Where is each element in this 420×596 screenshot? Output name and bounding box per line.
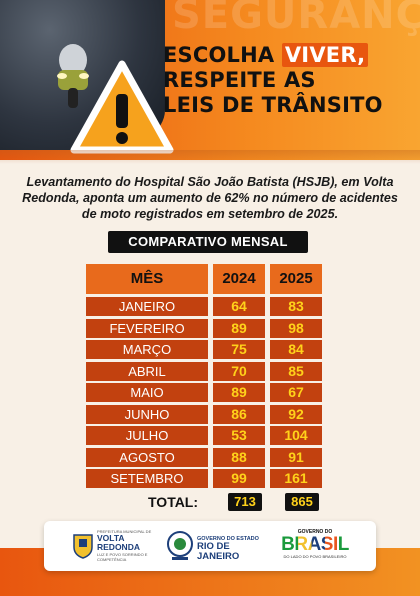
- table-row: MAIO 89 67: [86, 383, 332, 402]
- month-cell: MARÇO: [86, 340, 208, 359]
- value-2024-cell: 53: [213, 426, 265, 445]
- title-line2: RESPEITE AS: [163, 68, 316, 92]
- logo3-sub: DO LADO DO POVO BRASILEIRO: [283, 554, 347, 559]
- month-cell: FEVEREIRO: [86, 318, 208, 338]
- brasil-wordmark: BRASIL: [281, 534, 349, 555]
- footer-logos: PREFEITURA MUNICIPAL DE VOLTA REDONDA LU…: [44, 521, 376, 571]
- value-2024-cell: 86: [213, 404, 265, 424]
- title-line3: LEIS DE TRÂNSITO: [163, 93, 383, 117]
- total-2024: 713: [228, 493, 262, 511]
- logo2-name: RIO DE JANEIRO: [197, 541, 240, 562]
- volta-redonda-logo: PREFEITURA MUNICIPAL DE VOLTA REDONDA LU…: [72, 529, 156, 563]
- value-2025-cell: 104: [270, 426, 322, 445]
- table-row: AGOSTO 88 91: [86, 447, 332, 467]
- section-badge: COMPARATIVO MENSAL: [108, 231, 308, 253]
- logo1-name-a: VOLTA: [97, 533, 125, 543]
- table-body: JANEIRO 64 83 FEVEREIRO 89 98 MARÇO 75 8…: [86, 297, 332, 491]
- logo1-name-b: REDONDA: [97, 542, 140, 552]
- value-2024-cell: 64: [213, 297, 265, 316]
- table-row: JANEIRO 64 83: [86, 297, 332, 316]
- month-cell: JUNHO: [86, 404, 208, 424]
- month-cell: MAIO: [86, 383, 208, 402]
- value-2025-cell: 85: [270, 361, 322, 381]
- totals-row: TOTAL: 713 865: [86, 492, 332, 512]
- month-cell: JULHO: [86, 426, 208, 445]
- title-highlight: VIVER,: [281, 43, 369, 67]
- warning-triangle-icon: [70, 60, 174, 154]
- motorcycle-icon: [57, 44, 89, 108]
- title-line1-prefix: ESCOLHA: [163, 43, 282, 67]
- value-2025-cell: 91: [270, 447, 322, 467]
- table-row: MARÇO 75 84: [86, 340, 332, 359]
- month-cell: ABRIL: [86, 361, 208, 381]
- header-shadow: [0, 150, 420, 164]
- table-row: JULHO 53 104: [86, 426, 332, 445]
- intro-text: Levantamento do Hospital São João Batist…: [22, 175, 398, 221]
- month-cell: JANEIRO: [86, 297, 208, 316]
- logo1-tag: LUZ E POVO SORRINDO E COMPETÊNCIA: [97, 552, 148, 562]
- value-2025-cell: 84: [270, 340, 322, 359]
- logo1-small-text: PREFEITURA MUNICIPAL DE: [97, 529, 152, 534]
- table-row: JUNHO 86 92: [86, 404, 332, 424]
- logo3-top: GOVERNO DO: [297, 529, 333, 535]
- table-row: FEVEREIRO 89 98: [86, 318, 332, 338]
- city-crest-icon: [73, 534, 93, 559]
- motorcycle-photo: [0, 0, 165, 150]
- state-seal-icon: [167, 531, 193, 560]
- watermark-text: SEGURANÇ: [171, 0, 420, 38]
- header-banner: SEGURANÇ ESCOLHA VIVER, RESPEITE AS LEIS…: [0, 0, 420, 160]
- value-2024-cell: 99: [213, 469, 265, 488]
- value-2024-cell: 89: [213, 318, 265, 338]
- logo3-name: BRASIL: [280, 535, 350, 554]
- value-2025-cell: 92: [270, 404, 322, 424]
- page-title: ESCOLHA VIVER, RESPEITE AS LEIS DE TRÂNS…: [163, 43, 403, 118]
- table-row: SETEMBRO 99 161: [86, 469, 332, 488]
- value-2024-cell: 70: [213, 361, 265, 381]
- value-2025-cell: 98: [270, 318, 322, 338]
- table-row: ABRIL 70 85: [86, 361, 332, 381]
- value-2024-cell: 75: [213, 340, 265, 359]
- header-2025: 2025: [270, 264, 322, 294]
- rio-de-janeiro-logo: GOVERNO DO ESTADO RIO DE JANEIRO: [166, 529, 264, 563]
- total-2025: 865: [285, 493, 319, 511]
- value-2025-cell: 161: [270, 469, 322, 488]
- header-2024: 2024: [213, 264, 265, 294]
- value-2024-cell: 89: [213, 383, 265, 402]
- logo2-top: GOVERNO DO ESTADO: [197, 536, 259, 542]
- governo-brasil-logo: GOVERNO DO BRASIL DO LADO DO POVO BRASIL…: [280, 529, 350, 563]
- total-label: TOTAL:: [148, 494, 199, 510]
- value-2025-cell: 67: [270, 383, 322, 402]
- month-cell: AGOSTO: [86, 447, 208, 467]
- comparison-table: MÊS 2024 2025 JANEIRO 64 83 FEVEREIRO 89…: [86, 264, 332, 491]
- value-2024-cell: 88: [213, 447, 265, 467]
- header-month: MÊS: [86, 264, 208, 294]
- month-cell: SETEMBRO: [86, 469, 208, 488]
- value-2025-cell: 83: [270, 297, 322, 316]
- table-header: MÊS 2024 2025: [86, 264, 332, 294]
